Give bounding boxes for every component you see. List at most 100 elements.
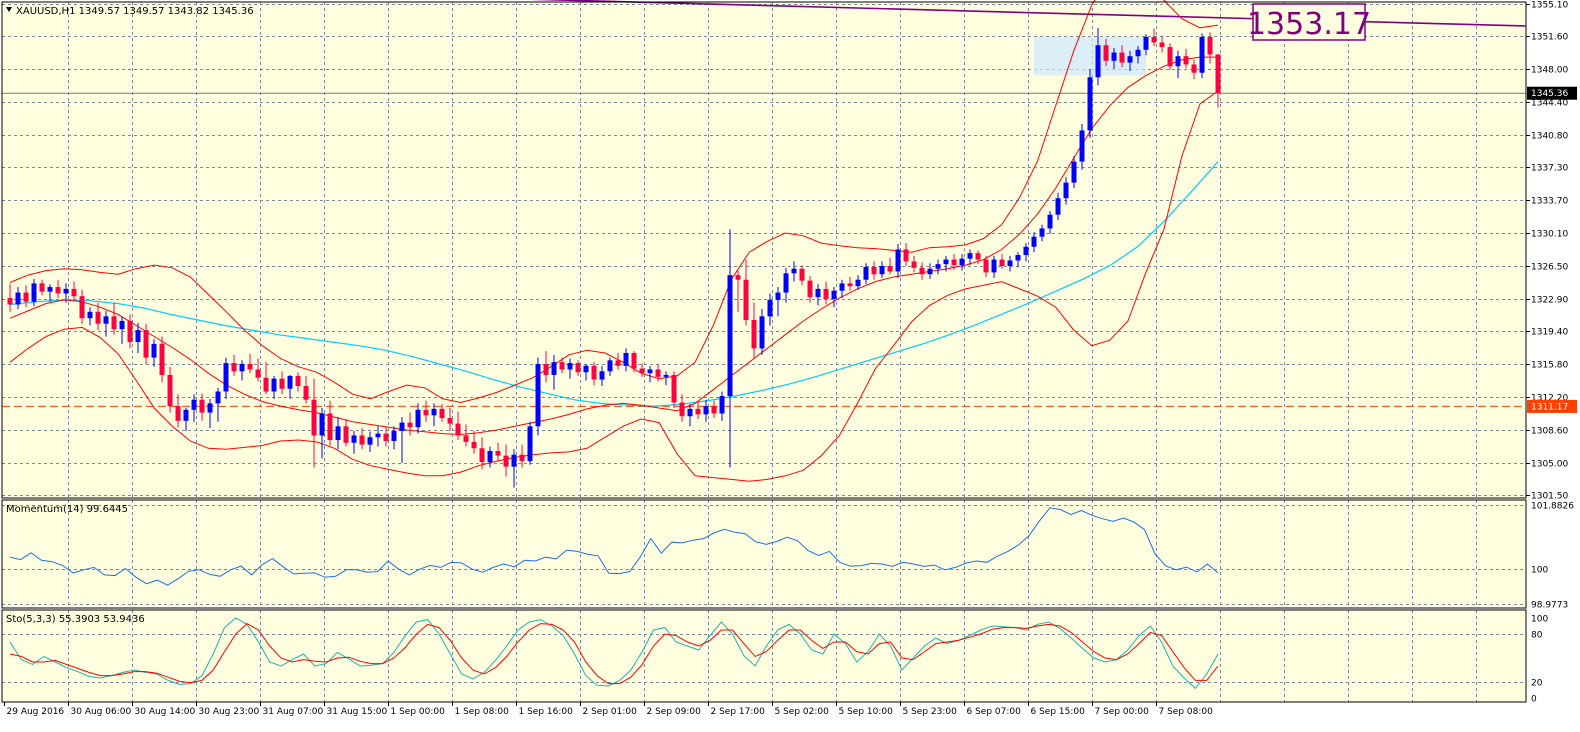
candle[interactable] bbox=[951, 254, 957, 270]
candle[interactable] bbox=[559, 357, 565, 374]
candle[interactable] bbox=[1127, 50, 1133, 71]
candle[interactable] bbox=[527, 421, 533, 465]
candle[interactable] bbox=[919, 262, 925, 280]
candle[interactable] bbox=[575, 360, 581, 376]
candle[interactable] bbox=[847, 276, 853, 291]
candle[interactable] bbox=[135, 322, 141, 354]
candle[interactable] bbox=[1079, 124, 1085, 170]
trendline-price-box[interactable] bbox=[1252, 3, 1366, 41]
candle[interactable] bbox=[31, 278, 37, 307]
candle[interactable] bbox=[727, 229, 733, 468]
candle[interactable] bbox=[431, 403, 437, 427]
candle[interactable] bbox=[71, 281, 77, 300]
candle[interactable] bbox=[735, 270, 741, 312]
candle[interactable] bbox=[479, 437, 485, 470]
candle[interactable] bbox=[815, 284, 821, 306]
candle[interactable] bbox=[759, 309, 765, 355]
candle[interactable] bbox=[719, 391, 725, 421]
candle[interactable] bbox=[567, 358, 573, 379]
candle[interactable] bbox=[943, 255, 949, 272]
candle[interactable] bbox=[471, 430, 477, 454]
candle[interactable] bbox=[119, 316, 125, 344]
candle[interactable] bbox=[271, 375, 277, 399]
candle[interactable] bbox=[415, 403, 421, 434]
candle[interactable] bbox=[743, 259, 749, 326]
candle[interactable] bbox=[47, 284, 53, 302]
candle[interactable] bbox=[607, 357, 613, 376]
candle[interactable] bbox=[151, 339, 157, 367]
candle[interactable] bbox=[1215, 54, 1221, 108]
candle[interactable] bbox=[855, 275, 861, 290]
candle[interactable] bbox=[1159, 36, 1165, 53]
candle[interactable] bbox=[111, 302, 117, 335]
candle[interactable] bbox=[1031, 232, 1037, 253]
candle[interactable] bbox=[263, 362, 269, 395]
candle[interactable] bbox=[1151, 28, 1157, 47]
candle[interactable] bbox=[927, 263, 933, 279]
candle[interactable] bbox=[775, 287, 781, 317]
candle[interactable] bbox=[407, 412, 413, 436]
candle[interactable] bbox=[863, 263, 869, 285]
candle[interactable] bbox=[255, 358, 261, 382]
candle[interactable] bbox=[159, 336, 165, 383]
candle[interactable] bbox=[167, 366, 173, 413]
candle[interactable] bbox=[63, 283, 69, 303]
candle[interactable] bbox=[383, 427, 389, 447]
momentum-panel[interactable] bbox=[2, 500, 1526, 608]
candle[interactable] bbox=[279, 371, 285, 395]
candle[interactable] bbox=[351, 430, 357, 454]
candle[interactable] bbox=[1135, 46, 1141, 64]
candle[interactable] bbox=[1111, 47, 1117, 70]
candle[interactable] bbox=[239, 360, 245, 381]
candle[interactable] bbox=[447, 407, 453, 431]
candle[interactable] bbox=[143, 323, 149, 365]
candle[interactable] bbox=[303, 375, 309, 404]
candle[interactable] bbox=[487, 446, 493, 468]
candle[interactable] bbox=[247, 353, 253, 374]
candle[interactable] bbox=[391, 426, 397, 450]
candle[interactable] bbox=[1007, 255, 1013, 272]
candle[interactable] bbox=[103, 310, 109, 337]
candle[interactable] bbox=[895, 244, 901, 278]
candle[interactable] bbox=[983, 255, 989, 277]
candle[interactable] bbox=[999, 254, 1005, 269]
candle[interactable] bbox=[1183, 48, 1189, 69]
candle[interactable] bbox=[1103, 38, 1109, 67]
candle[interactable] bbox=[183, 407, 189, 431]
candle[interactable] bbox=[287, 374, 293, 399]
candle[interactable] bbox=[1199, 33, 1205, 79]
candle[interactable] bbox=[231, 354, 237, 376]
candle[interactable] bbox=[295, 372, 301, 392]
candle[interactable] bbox=[1087, 69, 1093, 138]
candle[interactable] bbox=[95, 302, 101, 331]
candle[interactable] bbox=[807, 276, 813, 303]
candle[interactable] bbox=[1167, 43, 1173, 70]
candle[interactable] bbox=[695, 400, 701, 419]
candle[interactable] bbox=[39, 279, 45, 296]
candle[interactable] bbox=[207, 398, 213, 429]
candle[interactable] bbox=[1119, 45, 1125, 68]
candle[interactable] bbox=[519, 444, 525, 468]
candle[interactable] bbox=[319, 407, 325, 459]
candle[interactable] bbox=[839, 279, 845, 299]
candle[interactable] bbox=[631, 351, 637, 373]
candle[interactable] bbox=[791, 261, 797, 282]
candle[interactable] bbox=[887, 257, 893, 275]
candle[interactable] bbox=[799, 265, 805, 286]
candle[interactable] bbox=[455, 411, 461, 441]
candle[interactable] bbox=[615, 353, 621, 370]
candle[interactable] bbox=[871, 261, 877, 280]
candle[interactable] bbox=[87, 307, 93, 326]
candle[interactable] bbox=[327, 400, 333, 446]
candle[interactable] bbox=[79, 289, 85, 324]
candle[interactable] bbox=[1055, 192, 1061, 221]
candle[interactable] bbox=[311, 378, 317, 468]
candle[interactable] bbox=[199, 393, 205, 421]
candle[interactable] bbox=[215, 387, 221, 422]
candle[interactable] bbox=[551, 354, 557, 390]
candle[interactable] bbox=[535, 357, 541, 436]
candle[interactable] bbox=[423, 400, 429, 422]
dropdown-triangle-icon[interactable] bbox=[6, 7, 12, 12]
candle[interactable] bbox=[375, 426, 381, 447]
